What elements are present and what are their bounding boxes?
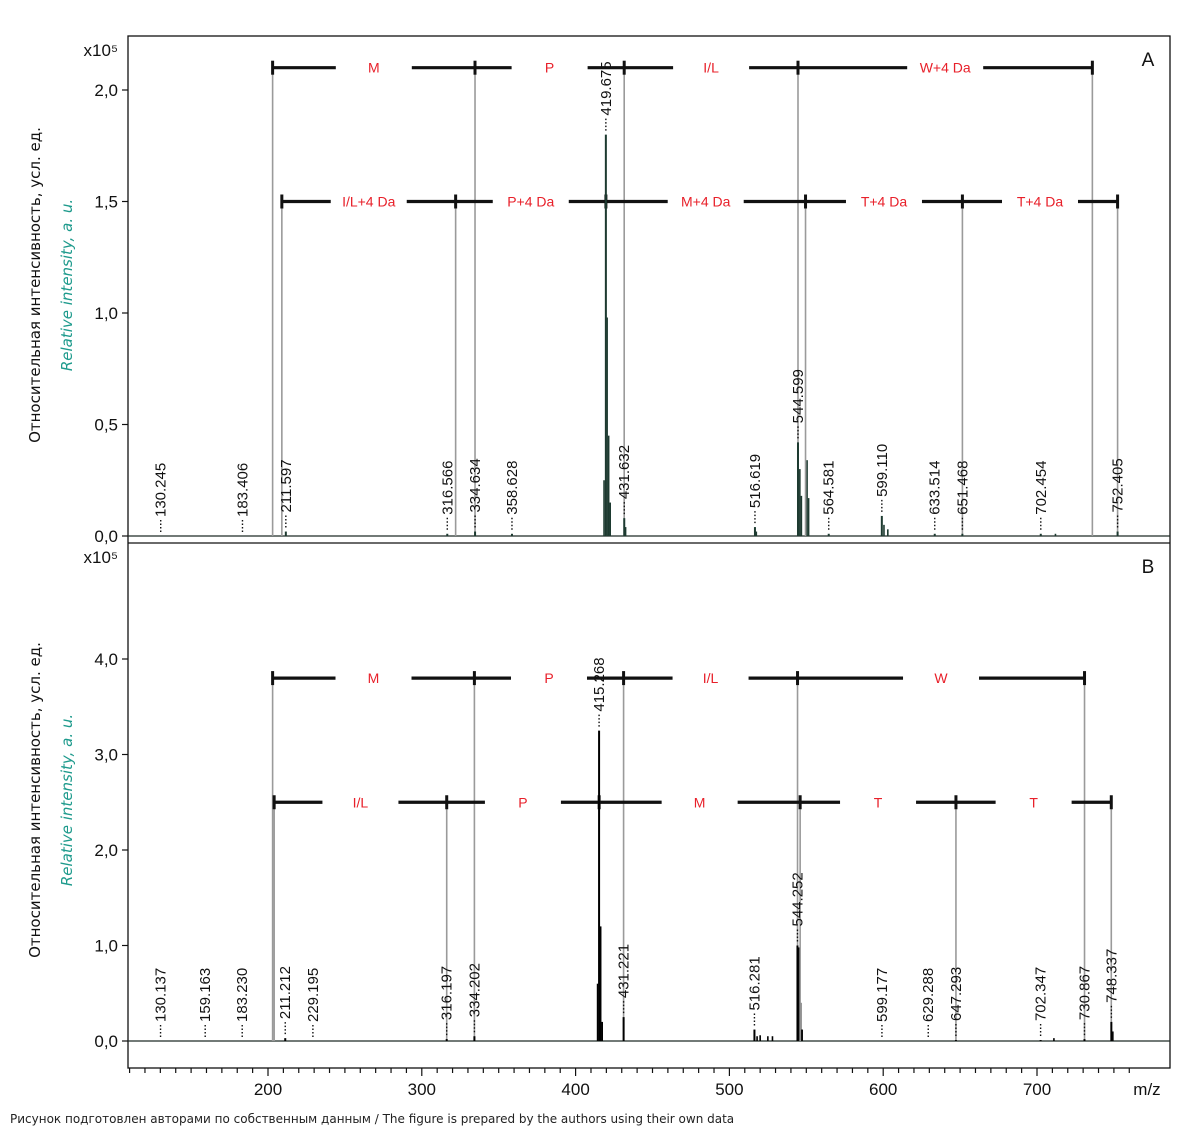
peak-label: 316.197 xyxy=(439,966,456,1020)
peak-label: 130.245 xyxy=(153,463,170,517)
peak-label: 334.634 xyxy=(467,458,484,512)
peak-label: 211.597 xyxy=(278,459,295,512)
residue-label: M xyxy=(694,794,706,810)
peak-label: 599.110 xyxy=(874,444,891,497)
peak-label: 599.177 xyxy=(874,968,891,1022)
residue-label: M xyxy=(368,670,380,686)
residue-label: P xyxy=(544,670,553,686)
peak-label: 544.599 xyxy=(790,369,807,423)
residue-label: I/L xyxy=(703,60,719,76)
peak-label: 415.268 xyxy=(591,657,608,711)
x-tick-label: 400 xyxy=(561,1080,589,1099)
y-tick-label: 2,0 xyxy=(94,81,118,100)
residue-label: T xyxy=(1029,794,1038,810)
residue-label: I/L xyxy=(703,670,719,686)
peak-label: 358.628 xyxy=(504,461,521,515)
y-axis-title-ru: Относительная интенсивность, усл. ед. xyxy=(26,127,44,443)
y-tick-label: 4,0 xyxy=(94,650,118,669)
y-tick-label: 1,0 xyxy=(94,937,118,956)
x-tick-label: 200 xyxy=(254,1080,282,1099)
x-tick-label: 600 xyxy=(869,1080,897,1099)
plot-frame xyxy=(127,35,1171,1069)
residue-label: P+4 Da xyxy=(507,194,554,210)
peak-label: 633.514 xyxy=(927,461,944,515)
residue-label: M xyxy=(368,60,380,76)
peak-label: 752.405 xyxy=(1110,458,1127,512)
peak-label: 334.202 xyxy=(466,963,483,1017)
peak-label: 629.288 xyxy=(920,968,937,1022)
residue-label: P xyxy=(545,60,554,76)
residue-label: W+4 Da xyxy=(920,60,971,76)
peak-label: 702.347 xyxy=(1033,967,1050,1021)
peak-label: 544.252 xyxy=(789,872,806,926)
peak-label: 419.675 xyxy=(598,61,615,115)
residue-label: I/L xyxy=(353,794,369,810)
residue-label: I/L+4 Da xyxy=(342,194,396,210)
residue-label: T xyxy=(874,794,883,810)
y-axis-title-en: Relative intensity, a. u. xyxy=(58,714,76,886)
residue-label: M+4 Da xyxy=(681,194,731,210)
peak-label: 229.195 xyxy=(305,968,322,1022)
x-axis-title: m/z xyxy=(1133,1080,1160,1099)
panel-A: x10⁵ 0,0 0,5 1,0 1,5 2,0 Относительная интенси… xyxy=(26,41,1170,546)
peak-label: 516.281 xyxy=(746,956,763,1010)
peak-label: 748.337 xyxy=(1103,949,1120,1003)
y-tick-label: 1,0 xyxy=(94,304,118,323)
residue-label: T+4 Da xyxy=(861,194,908,210)
panel-label: B xyxy=(1142,557,1155,578)
y-tick-label: 2,0 xyxy=(94,841,118,860)
y-tick-label: 0,0 xyxy=(94,527,118,546)
residue-label: P xyxy=(518,794,527,810)
peak-label: 702.454 xyxy=(1033,461,1050,515)
peak-label: 316.566 xyxy=(439,461,456,515)
peak-label: 647.293 xyxy=(948,967,965,1021)
x-tick-label: 300 xyxy=(408,1080,436,1099)
peak-label: 431.632 xyxy=(616,445,633,499)
peak-label: 211.212 xyxy=(277,966,294,1019)
residue-label: T+4 Da xyxy=(1017,194,1064,210)
y-tick-label: 1,5 xyxy=(94,193,118,212)
residue-label: W xyxy=(934,670,948,686)
peak-label: 564.581 xyxy=(821,461,838,515)
y-tick-label: 0,0 xyxy=(94,1032,118,1051)
y-multiplier-label: x10⁵ xyxy=(84,548,118,567)
y-axis-title-ru: Относительная интенсивность, усл. ед. xyxy=(26,642,44,958)
peak-label: 183.230 xyxy=(234,968,251,1022)
panel-label: A xyxy=(1142,50,1155,71)
peak-label: 730.867 xyxy=(1076,966,1093,1020)
y-tick-label: 0,5 xyxy=(94,416,118,435)
peak-label: 183.406 xyxy=(234,463,251,517)
y-multiplier-label: x10⁵ xyxy=(84,41,118,60)
figure-caption: Рисунок подготовлен авторами по собствен… xyxy=(10,1112,735,1126)
x-tick-label: 700 xyxy=(1023,1080,1051,1099)
peak-label: 516.619 xyxy=(747,454,764,508)
peak-label: 159.163 xyxy=(197,968,214,1022)
peak-label: 130.137 xyxy=(153,968,170,1022)
peak-label: 651.468 xyxy=(954,461,971,515)
y-axis-title-en: Relative intensity, a. u. xyxy=(58,199,76,371)
y-tick-label: 3,0 xyxy=(94,746,118,765)
x-tick-label: 500 xyxy=(715,1080,743,1099)
peak-label: 431.221 xyxy=(616,944,633,998)
panel-B: x10⁵ 0,0 1,0 2,0 3,0 4,0 Относительная интенси… xyxy=(26,548,1170,1051)
